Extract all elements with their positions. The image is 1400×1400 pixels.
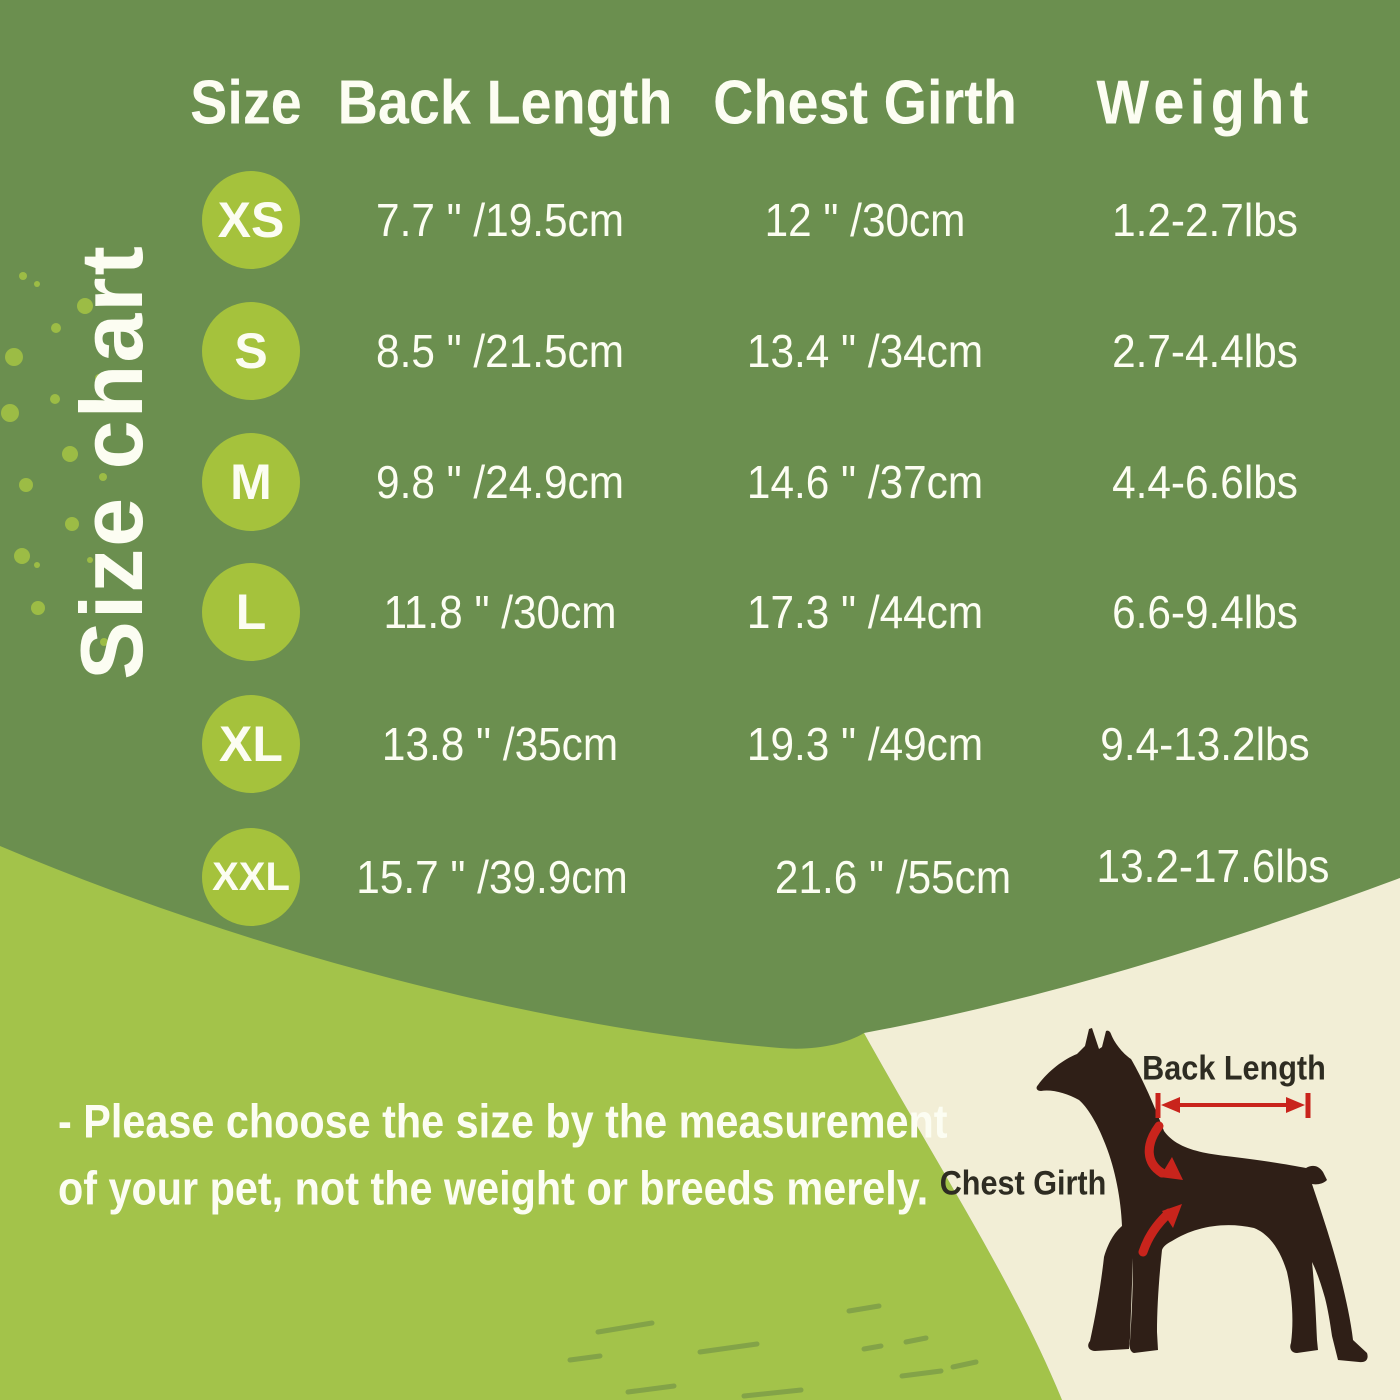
size-badge-label: M	[230, 454, 272, 510]
column-header-back-length: Back Length	[337, 68, 673, 138]
measurement-annotations	[1138, 1093, 1311, 1257]
size-badge: XXL	[202, 828, 300, 926]
chest-girth-diagram-label: Chest Girth	[939, 1164, 1107, 1203]
weight-value: 13.2-17.6lbs	[1096, 840, 1330, 892]
dog-silhouette-icon	[1036, 1028, 1368, 1363]
back-length-value: 15.7 ʺ /39.9cm	[356, 851, 628, 903]
back-length-arrow	[1155, 1093, 1311, 1118]
weight-value: 6.6-9.4lbs	[1112, 586, 1298, 638]
page-title: Size chart	[62, 244, 161, 680]
size-badge: M	[202, 433, 300, 531]
grass-dashes	[567, 1303, 979, 1399]
size-badge-label: XL	[219, 716, 283, 772]
chest-girth-value: 14.6 ʺ /37cm	[746, 456, 984, 508]
back-length-diagram-label: Back Length	[1142, 1049, 1326, 1088]
back-length-value: 7.7 ʺ /19.5cm	[376, 194, 624, 246]
chest-girth-arc	[1138, 1121, 1183, 1257]
size-badge: XL	[202, 695, 300, 793]
column-header-weight: Weight	[1096, 68, 1314, 138]
note-line-1: - Please choose the size by the measurem…	[58, 1094, 948, 1148]
column-header-chest-girth: Chest Girth	[713, 68, 1017, 138]
chest-girth-value: 21.6 ʺ /55cm	[774, 851, 1012, 903]
weight-value: 2.7-4.4lbs	[1112, 325, 1298, 377]
size-badge: L	[202, 563, 300, 661]
size-badge: XS	[202, 171, 300, 269]
weight-value: 9.4-13.2lbs	[1100, 718, 1310, 770]
weight-value: 1.2-2.7lbs	[1112, 194, 1298, 246]
light-green-wave-shape	[0, 846, 1062, 1400]
column-header-size: Size	[190, 68, 302, 138]
back-length-value: 9.8 ʺ /24.9cm	[376, 456, 624, 508]
chest-girth-value: 12 ʺ /30cm	[764, 194, 966, 246]
weight-value: 4.4-6.6lbs	[1112, 456, 1298, 508]
chest-girth-value: 17.3 ʺ /44cm	[746, 586, 984, 638]
back-length-value: 8.5 ʺ /21.5cm	[376, 325, 624, 377]
size-badge-label: XXL	[212, 854, 290, 899]
back-length-value: 11.8 ʺ /30cm	[383, 586, 617, 638]
size-badge: S	[202, 302, 300, 400]
back-length-value: 13.8 ʺ /35cm	[381, 718, 619, 770]
decorative-dots	[1, 272, 108, 646]
chest-girth-value: 13.4 ʺ /34cm	[746, 325, 984, 377]
note-line-2: of your pet, not the weight or breeds me…	[58, 1161, 929, 1215]
size-badge-label: S	[234, 323, 268, 379]
chest-girth-value: 19.3 ʺ /49cm	[746, 718, 984, 770]
size-badge-label: L	[235, 584, 267, 640]
size-badge-label: XS	[217, 192, 285, 248]
